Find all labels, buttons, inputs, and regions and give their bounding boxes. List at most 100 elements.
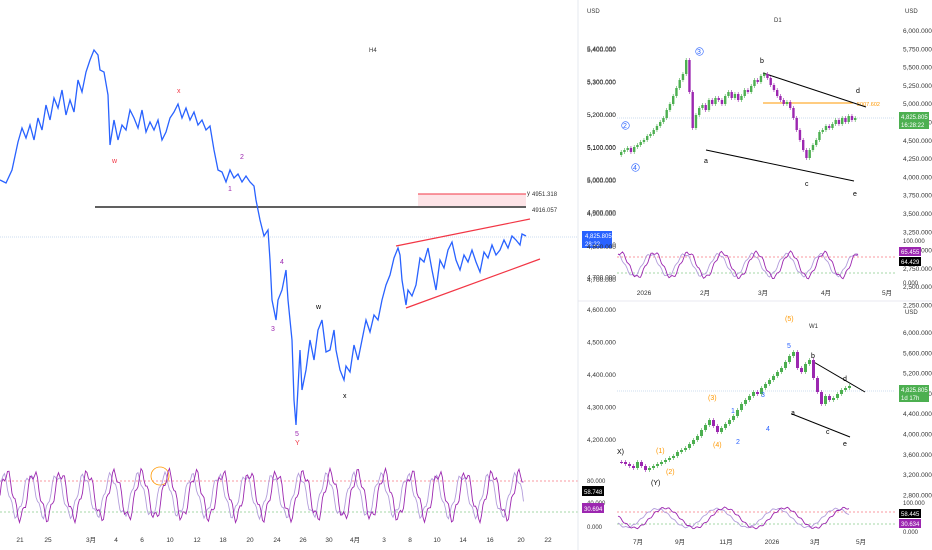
d1-y-tick-right: 2,250.000 [903, 303, 932, 310]
d1-wave-3-circle [695, 47, 704, 56]
w1-candle [712, 420, 715, 426]
d1-candle [711, 100, 714, 104]
w1-candle [680, 450, 683, 452]
h4-y-tick: 4,400.000 [587, 372, 616, 379]
w1-candle [812, 360, 815, 378]
w1-x-tick: 3月 [810, 538, 820, 546]
d1-candle [642, 140, 646, 142]
d1-candle [740, 96, 743, 100]
h4-price-tag [582, 231, 612, 248]
w1-wave-s5: 5 [787, 343, 791, 350]
d1-stoch-tick-100: 100.000 [903, 239, 925, 245]
w1-candle [672, 456, 675, 458]
w1-x-tick: 7月 [633, 538, 643, 546]
w1-candle [652, 466, 655, 468]
d1-candle [620, 152, 623, 155]
d1-level-value: 5007.602 [857, 102, 880, 108]
d1-stoch-k-line [617, 250, 859, 280]
h4-wave-3: 3 [271, 326, 275, 333]
h4-x-tick: 14 [459, 537, 467, 544]
h4-y-level-letter: y [527, 191, 530, 197]
h4-wave-2: 2 [240, 154, 244, 161]
w1-candle [708, 420, 711, 425]
d1-candle [805, 150, 808, 158]
d1-candle [701, 105, 704, 108]
h4-x-tick: 12 [193, 537, 201, 544]
w1-wave-c: c [826, 429, 830, 436]
h4-price-tag-value: 4,825.805 [585, 234, 612, 240]
d1-candle [834, 120, 837, 124]
d1-candle [694, 115, 698, 128]
h4-y-zone [418, 194, 526, 206]
d1-candle [629, 148, 633, 152]
d1-wave-3: 3 [697, 49, 701, 56]
h4-stoch-d-line [0, 470, 524, 521]
d1-price-tag-value: 4,825.805 [901, 115, 928, 121]
w1-candle [728, 420, 731, 424]
w1-panel: USD W1 6,000.0005,600.0005,200.0004,800.… [617, 310, 932, 546]
w1-price-tag-timer: 1d 17h [901, 396, 919, 402]
w1-wave-b: b [811, 353, 815, 360]
h4-stoch-k-line [0, 466, 524, 525]
w1-triangle-upper [811, 360, 866, 393]
w1-stoch-d-value: 30.634 [901, 522, 920, 528]
d1-candle [743, 90, 746, 96]
d1-price-tag [899, 112, 929, 129]
d1-candle [626, 148, 629, 150]
h4-x-tick: 8 [408, 537, 412, 544]
d1-candle [737, 94, 740, 100]
d1-wave-c: c [805, 181, 809, 188]
d1-timeframe-label: D1 [774, 18, 782, 24]
w1-candle [832, 398, 835, 400]
d1-currency-right: USD [905, 9, 918, 15]
d1-wave-b: b [760, 58, 764, 65]
d1-y-tick-left: 5,200.000 [587, 112, 616, 119]
w1-candle [700, 430, 703, 436]
h4-wave-x: x [343, 393, 347, 400]
d1-candles [620, 58, 857, 160]
w1-candle [772, 376, 775, 380]
h4-x-tick: 21 [16, 537, 24, 544]
h4-wave-Y: Y [295, 440, 300, 447]
w1-candle [756, 392, 759, 394]
d1-panel: USD USD D1 5,400.0005,300.0005,200.0005,… [587, 9, 932, 310]
w1-candle [648, 468, 651, 470]
d1-candle [685, 60, 688, 74]
d1-candle [623, 150, 626, 152]
w1-candle [752, 392, 755, 396]
w1-candle [764, 384, 767, 388]
d1-candle [844, 118, 847, 122]
w1-wave-Y: (Y) [651, 480, 660, 487]
w1-candle [808, 360, 811, 364]
h4-stoch-k-tag [582, 486, 604, 496]
w1-stoch-tick-100: 100.000 [903, 501, 925, 507]
d1-y-tick-left: 4,800.000 [587, 244, 616, 251]
d1-candle [750, 86, 753, 92]
d1-candle [854, 118, 857, 120]
w1-wave-3: (3) [708, 395, 717, 402]
h4-stoch-tick-0: 0.000 [587, 525, 603, 531]
d1-y-tick-right: 4,500.000 [903, 138, 932, 145]
w1-stoch-d-tag [899, 519, 921, 528]
h4-wave-w-upper: w [111, 158, 118, 165]
w1-candle [736, 410, 739, 416]
d1-candle [824, 126, 828, 130]
w1-candle [804, 364, 807, 372]
d1-y-tick-left: 5,100.000 [587, 145, 616, 152]
d1-candle [724, 96, 727, 104]
w1-stoch-tick-0: 0.000 [903, 530, 919, 536]
w1-candle [780, 368, 783, 372]
d1-stoch-d-tag [899, 257, 921, 266]
d1-candle [659, 122, 662, 126]
d1-candle [811, 145, 815, 150]
d1-candle [798, 130, 802, 140]
w1-candle [632, 466, 635, 468]
d1-candle [776, 90, 779, 96]
d1-candle [636, 145, 639, 147]
h4-x-tick: 22 [544, 537, 552, 544]
d1-currency-left: USD [587, 9, 600, 15]
w1-stoch-k-tag [899, 509, 921, 518]
h4-y-tick: 4,300.000 [587, 405, 616, 412]
w1-candle [684, 448, 687, 450]
